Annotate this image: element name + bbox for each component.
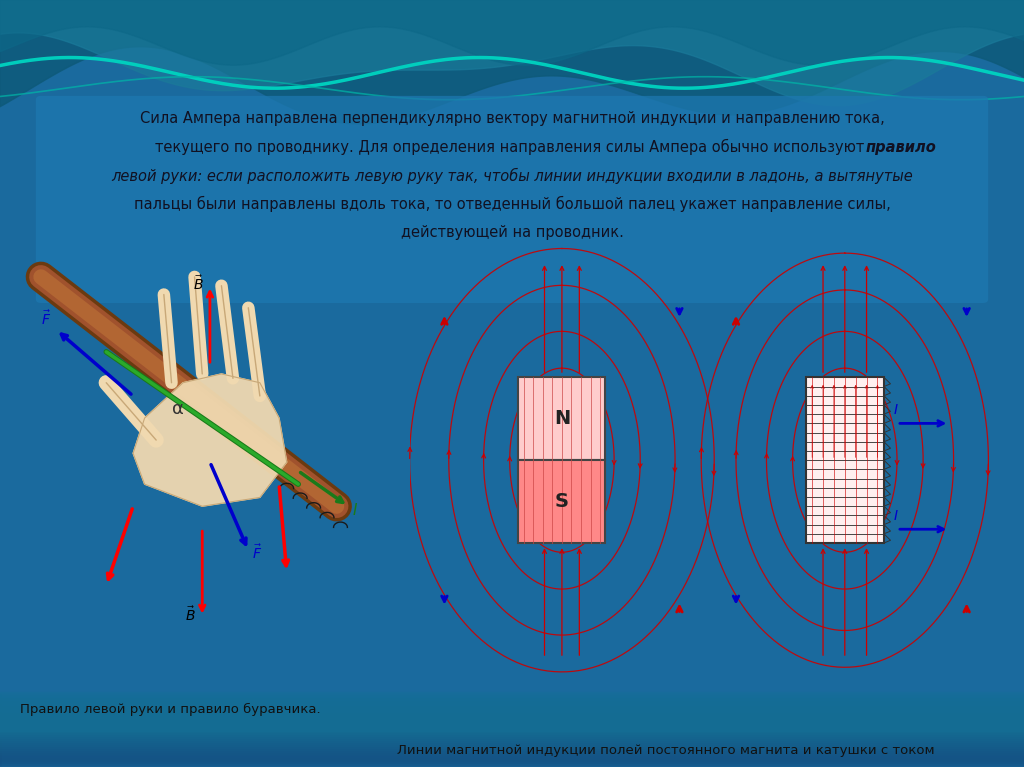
Polygon shape [133,374,287,506]
Text: текущего по проводнику. Для определения направления силы Ампера обычно использую: текущего по проводнику. Для определения … [155,139,869,156]
Bar [518,377,605,460]
Bar [0,696,1024,735]
Bar [0,729,1024,767]
Bar [0,727,1024,765]
Text: Линии магнитной индукции полей постоянного магнита и катушки с током: Линии магнитной индукции полей постоянно… [396,744,935,756]
Bar [0,692,1024,730]
Bar [0,702,1024,740]
Text: $\vec{B}$: $\vec{B}$ [185,605,196,624]
Bar [0,706,1024,744]
Text: Правило левой руки и правило буравчика.: Правило левой руки и правило буравчика. [20,703,322,716]
Text: правило: правило [865,140,936,155]
Bar [806,377,884,543]
Bar [0,707,1024,746]
Text: α: α [172,400,183,417]
Bar [0,700,1024,738]
Text: $\vec{F}$: $\vec{F}$ [41,310,51,328]
Bar [0,712,1024,750]
Bar [0,709,1024,748]
Text: S: S [555,492,569,511]
Text: $I$: $I$ [352,502,358,518]
Bar [0,717,1024,755]
Bar [0,698,1024,736]
Bar [0,715,1024,753]
Bar [518,460,605,543]
Text: Сила Ампера направлена перпендикулярно вектору магнитной индукции и направлению : Сила Ампера направлена перпендикулярно в… [139,111,885,127]
Bar [0,694,1024,732]
Text: пальцы были направлены вдоль тока, то отведенный большой палец укажет направлени: пальцы были направлены вдоль тока, то от… [133,196,891,212]
FancyBboxPatch shape [36,96,988,303]
Text: $I$: $I$ [893,403,898,417]
Text: $I$: $I$ [893,509,898,523]
Bar [0,719,1024,758]
Text: N: N [554,410,570,428]
Bar [0,721,1024,759]
Bar [0,704,1024,742]
Bar [0,723,1024,761]
Text: $\vec{B}$: $\vec{B}$ [193,275,204,293]
Text: левой руки: если расположить левую руку так, чтобы линии индукции входили в ладо: левой руки: если расположить левую руку … [112,167,912,184]
Bar [0,725,1024,763]
Bar [0,713,1024,752]
Text: $\vec{F}$: $\vec{F}$ [252,544,262,562]
Text: действующей на проводник.: действующей на проводник. [400,225,624,240]
